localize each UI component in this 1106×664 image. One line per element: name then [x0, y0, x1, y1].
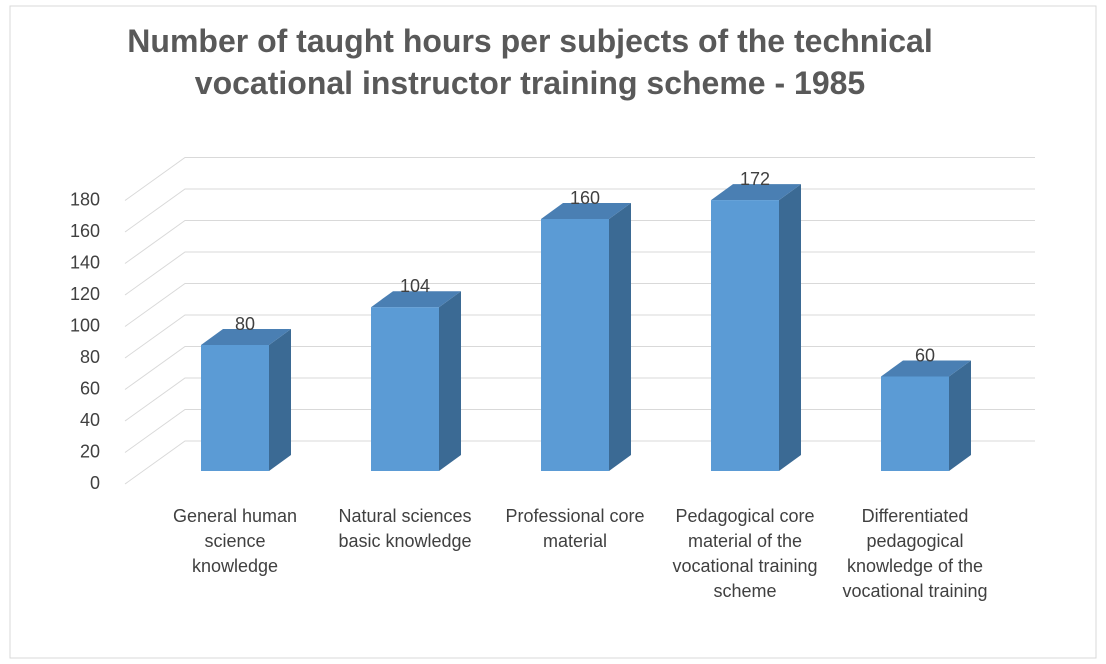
y-tick-label: 0	[90, 473, 100, 493]
bar-side	[269, 329, 291, 471]
data-label: 60	[915, 345, 935, 365]
y-tick-label: 180	[70, 189, 100, 209]
x-tick-label: Pedagogical core material of the vocatio…	[672, 506, 818, 601]
bar	[541, 219, 609, 471]
data-label: 160	[570, 188, 600, 208]
bar-side	[949, 360, 971, 471]
y-tick-label: 80	[80, 347, 100, 367]
bar	[711, 200, 779, 471]
bar-top	[541, 203, 631, 219]
bar-top	[711, 184, 801, 201]
data-label: 80	[235, 314, 255, 334]
bar-side	[439, 291, 461, 471]
bar	[881, 376, 949, 471]
chart-title: Number of taught hours per subjects of t…	[127, 23, 933, 101]
chart-border	[9, 5, 1097, 659]
y-tick-label: 60	[80, 378, 100, 398]
x-tick-label: General human science knowledge	[172, 506, 298, 576]
y-tick-label: 100	[70, 315, 100, 335]
x-tick-label: Professional core material	[505, 506, 645, 551]
x-tick-label: Natural sciences basic knowledge	[338, 506, 472, 551]
y-tick-label: 140	[70, 252, 100, 272]
bar	[371, 307, 439, 471]
bar-top	[881, 360, 971, 377]
y-tick-label: 40	[80, 410, 100, 430]
bar-top	[201, 329, 291, 345]
grid-line	[124, 157, 1035, 201]
data-label: 104	[400, 276, 430, 296]
bar-top	[371, 291, 461, 308]
y-tick-label: 120	[70, 284, 100, 304]
bar	[201, 345, 269, 471]
bar-side	[779, 184, 801, 471]
y-tick-label: 160	[70, 221, 100, 241]
y-tick-label: 20	[80, 441, 100, 461]
bar-side	[609, 203, 631, 471]
x-tick-label: Differentiated pedagogical knowledge of …	[842, 506, 988, 601]
data-label: 172	[740, 169, 770, 189]
